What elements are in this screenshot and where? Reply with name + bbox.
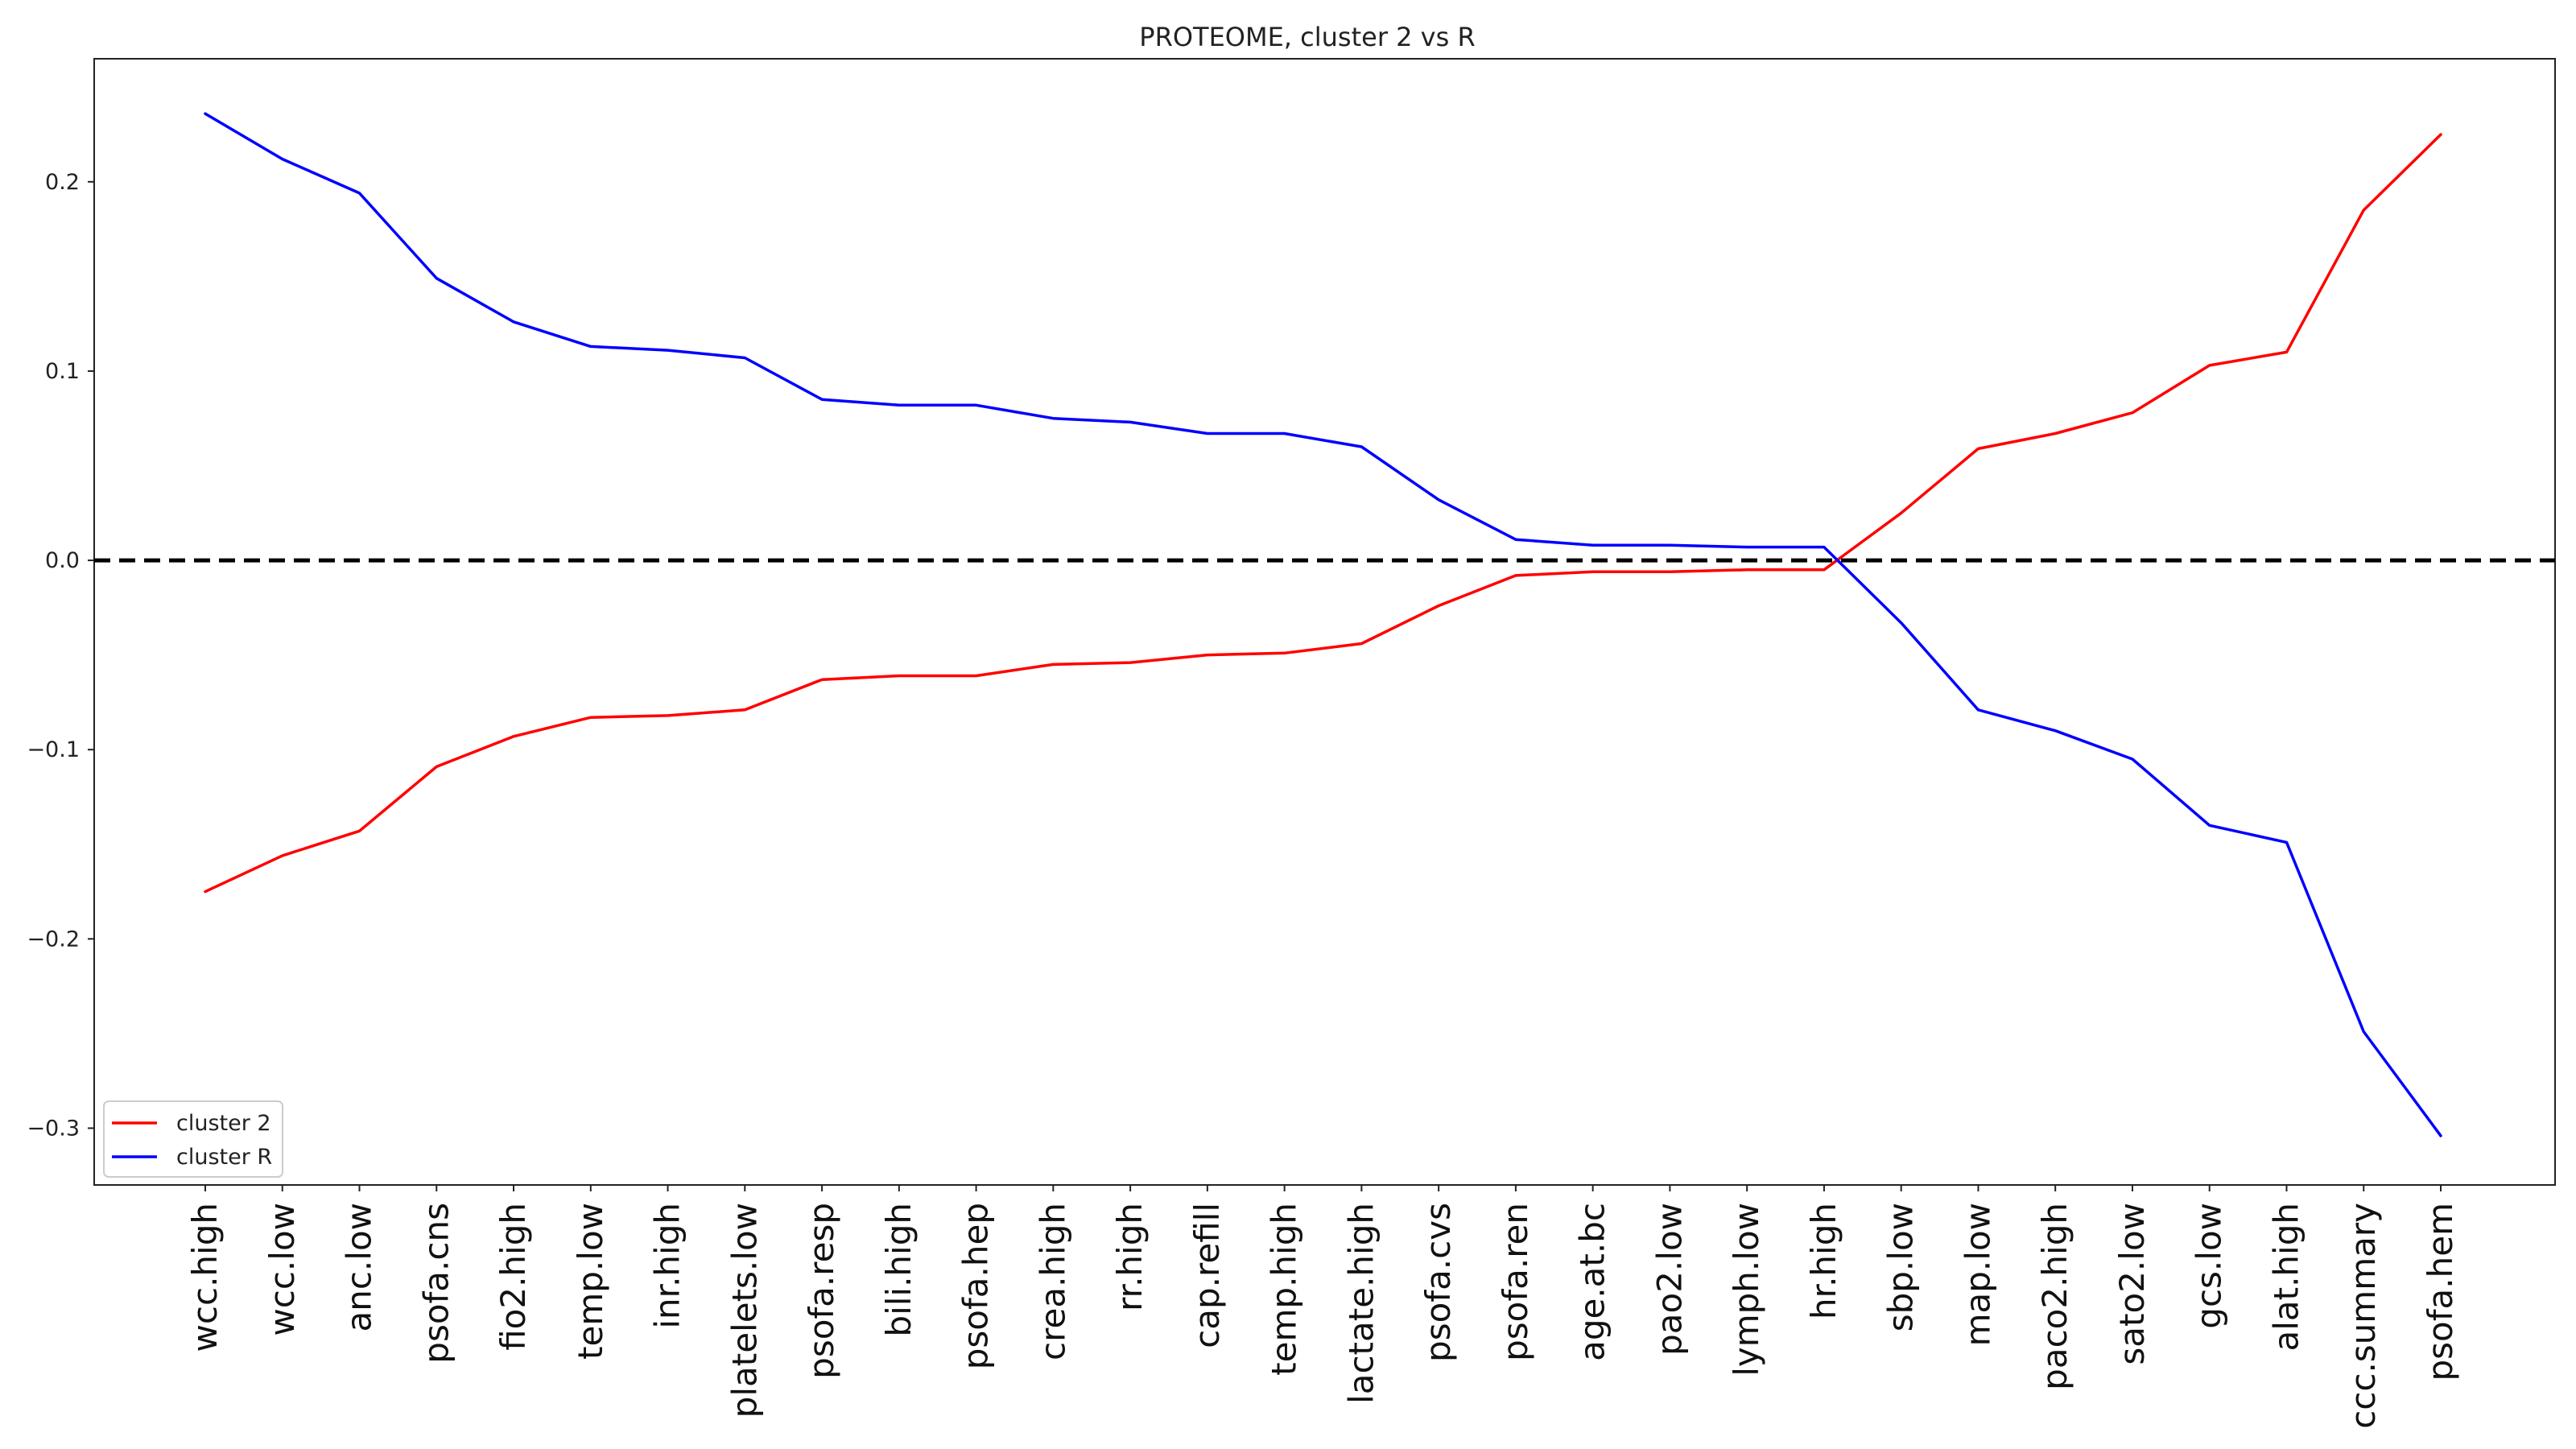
x-tick-label: map.low [1958,1203,1997,1346]
x-tick-label: crea.high [1033,1203,1072,1360]
x-tick-label: temp.high [1265,1203,1304,1376]
x-tick-label: age.at.bc [1573,1203,1612,1361]
y-tick-label: −0.3 [27,1116,80,1141]
x-tick-label: paco2.high [2035,1203,2074,1390]
x-tick-label: pao2.low [1649,1203,1689,1356]
plot-area [93,58,2556,1186]
x-tick-label: cap.refill [1187,1203,1227,1348]
legend: cluster 2 cluster R [103,1100,283,1178]
x-tick-label: inr.high [648,1203,687,1329]
x-tick-label: fio2.high [493,1203,533,1351]
y-tick-label: −0.1 [27,737,80,762]
y-tick-label: −0.2 [27,927,80,952]
series-layer [204,112,2442,1137]
legend-label-cluster-2: cluster 2 [176,1111,271,1136]
x-tick-label: sbp.low [1881,1203,1921,1331]
x-tick-label: alat.high [2266,1203,2306,1352]
chart-title: PROTEOME, cluster 2 vs R [1139,22,1475,52]
x-tick-label: bili.high [879,1203,919,1337]
y-tick-label: 0.1 [45,359,80,384]
x-tick-label: psofa.hep [956,1203,996,1369]
x-tick-label: wcc.low [262,1203,302,1336]
x-tick-label: psofa.hem [2421,1203,2460,1381]
series-line-cluster-r [204,112,2442,1137]
x-tick-label: rr.high [1110,1203,1150,1311]
x-tick-label: gcs.low [2190,1203,2229,1329]
x-tick-label: platelets.low [724,1203,764,1418]
x-tick-label: psofa.resp [802,1203,841,1379]
x-tick-label: hr.high [1804,1203,1843,1319]
y-axis: −0.3 −0.2 −0.1 0.0 0.1 0.2 [27,170,94,1141]
x-tick-label: temp.low [571,1203,610,1360]
y-tick-label: 0.2 [45,170,80,195]
x-tick-label: psofa.cns [416,1203,456,1364]
x-tick-label: psofa.cvs [1418,1203,1458,1362]
x-tick-label: lactate.high [1341,1203,1381,1404]
x-tick-label: ccc.summary [2343,1203,2383,1429]
x-tick-label: lymph.low [1727,1203,1766,1377]
x-tick-label: anc.low [340,1203,379,1332]
x-tick-label: psofa.ren [1496,1203,1535,1361]
legend-label-cluster-r: cluster R [176,1145,272,1170]
series-line-cluster-2 [204,133,2442,894]
x-axis: wcc.high wcc.low anc.low psofa.cns fio2.high… [185,1185,2460,1429]
x-tick-label: sato2.low [2112,1203,2152,1365]
x-tick-label: wcc.high [185,1203,225,1352]
y-tick-label: 0.0 [45,548,80,573]
